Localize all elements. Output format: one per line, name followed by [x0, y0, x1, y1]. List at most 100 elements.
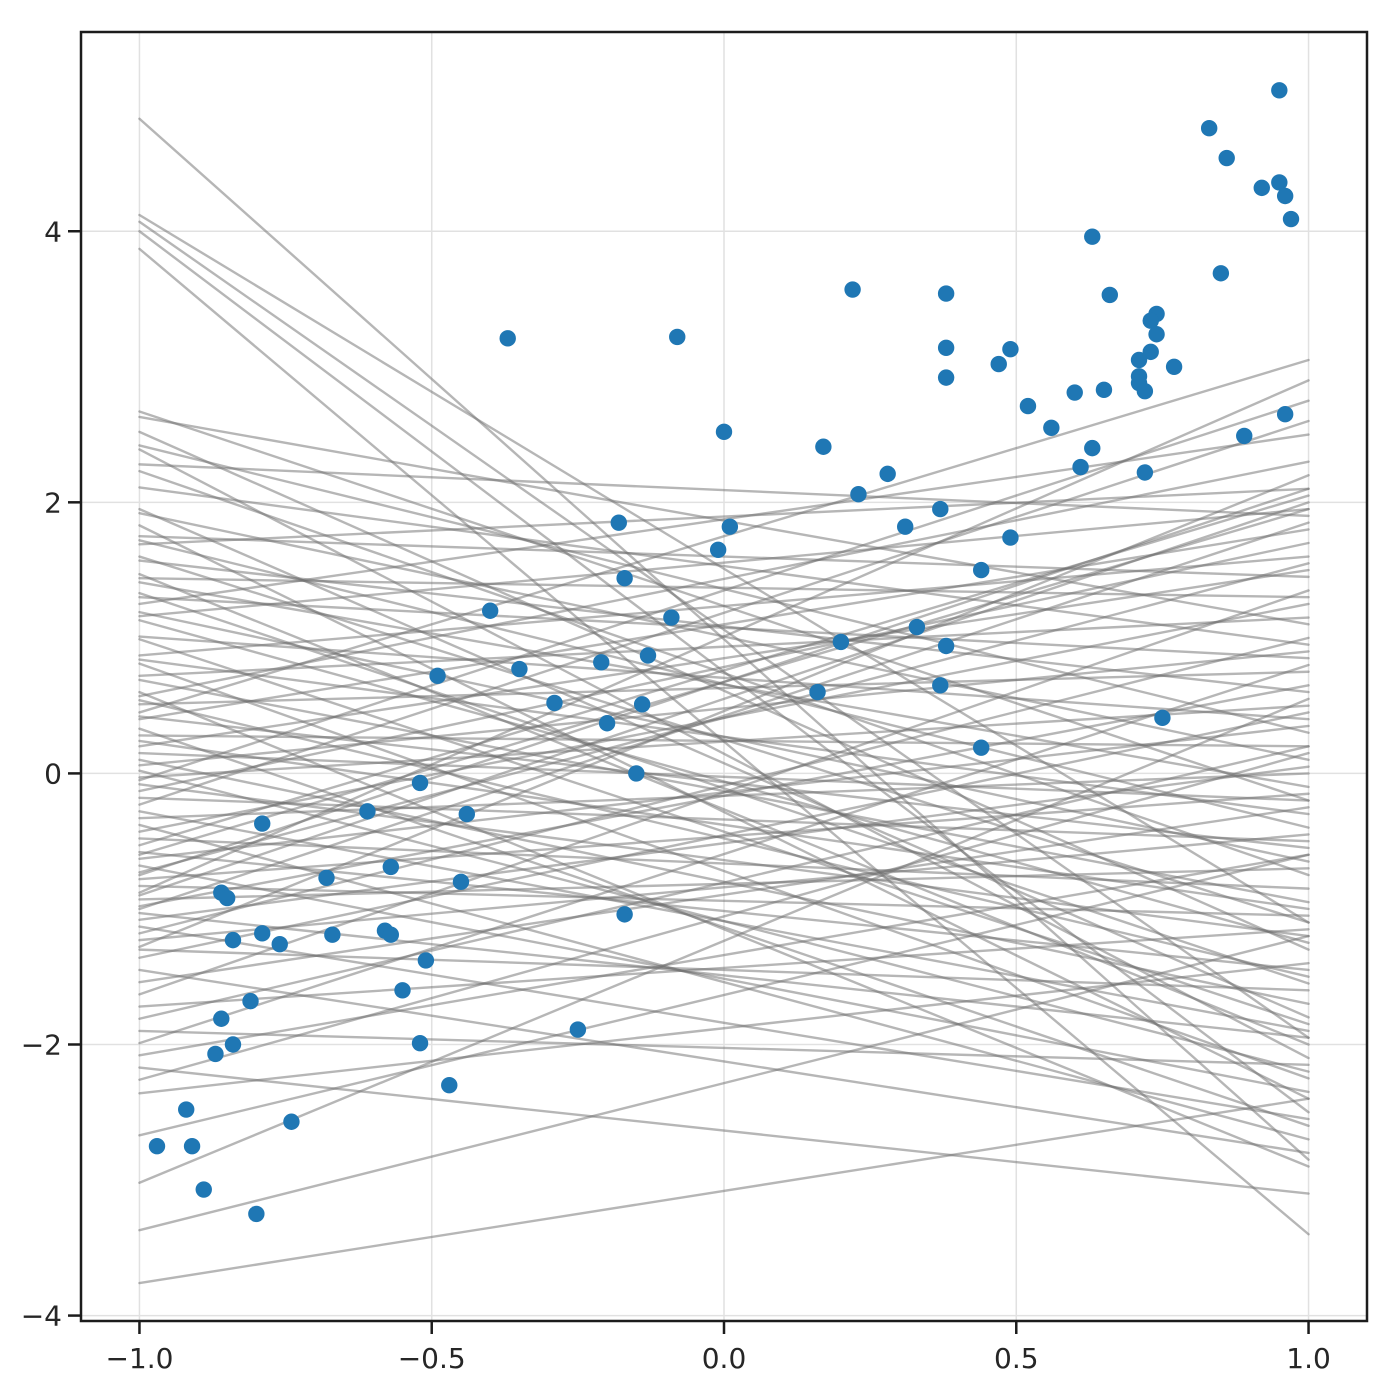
scatter-point [1271, 82, 1288, 99]
scatter-point [248, 1205, 265, 1223]
x-tick-label: 0.5 [994, 1342, 1039, 1375]
sample-line [138, 745, 1310, 1020]
sample-line [138, 662, 1310, 1080]
sample-line [138, 796, 1310, 843]
scatter-point [879, 465, 896, 483]
scatter-point [850, 485, 867, 503]
scatter-point [1276, 406, 1294, 423]
sample-line [138, 704, 1310, 779]
scatter-point [1002, 529, 1019, 546]
sample-line [138, 524, 1310, 1100]
sample-line [138, 430, 1310, 951]
scatter-point [1200, 120, 1218, 137]
scatter-point [1095, 381, 1113, 399]
scatter-point [937, 339, 955, 357]
sample-line [138, 1066, 1310, 1195]
sample-line [138, 419, 1310, 806]
scatter-point [546, 694, 563, 712]
scatter-point [224, 1036, 242, 1053]
sample-line [138, 1029, 1310, 1067]
scatter-point [254, 925, 271, 942]
sample-line [138, 864, 1310, 1094]
scatter-point [669, 328, 686, 346]
scatter-point [417, 952, 435, 969]
scatter-point [1165, 358, 1183, 375]
scatter-point [382, 926, 400, 943]
scatter-point [897, 518, 914, 535]
scatter-point [1154, 709, 1171, 727]
x-tick-label: 1.0 [1286, 1342, 1331, 1375]
scatter-point [382, 858, 400, 876]
scatter-point [1271, 174, 1288, 191]
scatter-point [663, 609, 680, 626]
scatter-point [207, 1045, 224, 1063]
scatter-point [1218, 149, 1235, 167]
sample-line [138, 541, 1310, 793]
sample-line [138, 690, 1310, 1168]
scatter-point [178, 1101, 195, 1118]
scatter-point [715, 423, 733, 441]
scatter-point [324, 926, 341, 943]
scatter-point [1019, 397, 1037, 415]
scatter-point [1212, 265, 1230, 282]
scatter-point [511, 660, 528, 678]
scatter-point [481, 602, 499, 619]
sample-line [138, 535, 1310, 579]
sample-line [138, 577, 1310, 599]
scatter-point [593, 654, 610, 671]
x-tick-label: −0.5 [398, 1342, 466, 1375]
scatter-point [1253, 179, 1270, 197]
scatter-points-group [148, 82, 1300, 1223]
scatter-point [1002, 340, 1019, 358]
scatter-point [973, 739, 990, 756]
x-tick-label: −1.0 [105, 1342, 173, 1375]
scatter-point [832, 633, 850, 651]
sample-line [138, 837, 1310, 890]
y-tick-label: 4 [44, 215, 62, 248]
scatter-point [932, 677, 949, 694]
scatter-point [639, 647, 657, 664]
scatter-point [1276, 187, 1294, 205]
scatter-point [1142, 343, 1159, 361]
sample-line [138, 486, 1310, 646]
scatter-point [628, 765, 645, 782]
sample-line [138, 806, 1310, 984]
sample-line [138, 213, 1310, 924]
sample-line [138, 650, 1310, 767]
sample-line [138, 507, 1310, 856]
sample-line [138, 948, 1310, 992]
sample-line [138, 751, 1310, 1081]
scatter-point [937, 285, 955, 302]
sample-line [138, 562, 1310, 874]
scatter-point [598, 715, 616, 732]
sample-line [138, 658, 1310, 816]
scatter-point [224, 931, 242, 949]
y-tick-label: 0 [44, 757, 62, 790]
scatter-point [1072, 458, 1089, 476]
scatter-point [318, 869, 335, 886]
scatter-point [148, 1137, 166, 1155]
scatter-point [1084, 228, 1101, 245]
sample-line [138, 928, 1310, 1008]
scatter-point [809, 683, 826, 701]
scatter-point [937, 369, 955, 386]
scatter-point [844, 281, 861, 298]
scatter-point [709, 541, 727, 558]
scatter-point [411, 1034, 429, 1052]
scatter-point [633, 696, 651, 713]
scatter-point [990, 355, 1007, 373]
scatter-point [183, 1137, 201, 1155]
scatter-point [1066, 384, 1083, 401]
sample-line [138, 670, 1310, 706]
scatter-point [429, 667, 446, 685]
sample-line [138, 596, 1310, 660]
scatter-point [616, 570, 633, 587]
tick-labels: −1.0 −0.5 0.0 0.5 1.0 −4 −2 0 2 4 [21, 215, 1331, 1375]
scatter-point [937, 637, 955, 655]
sample-line [138, 460, 1310, 698]
scatter-point [499, 330, 516, 347]
scatter-point [1142, 312, 1159, 329]
sample-line [138, 850, 1310, 972]
y-tick-label: 2 [44, 486, 62, 519]
